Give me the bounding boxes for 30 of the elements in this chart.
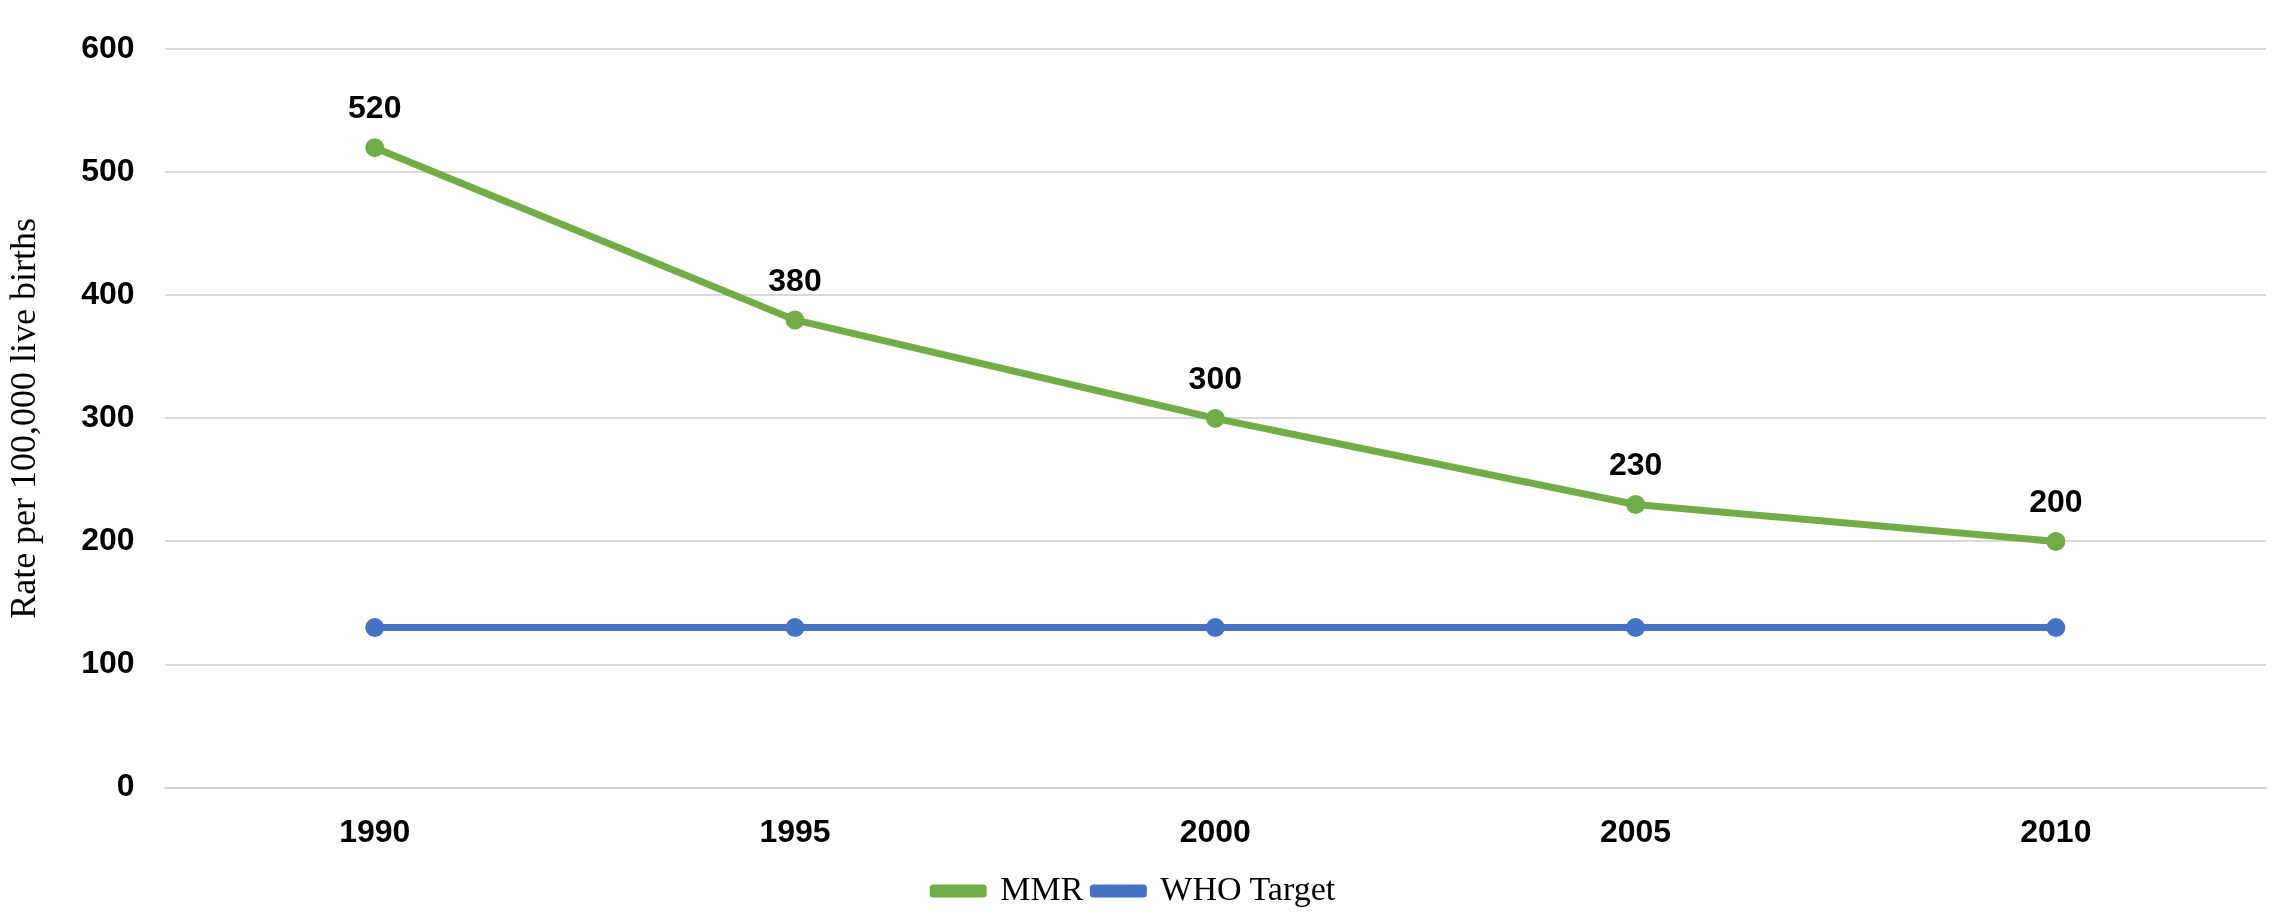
y-tick-label: 500 [81, 152, 135, 189]
data-label: 230 [1608, 446, 1663, 483]
y-tick-label: 200 [81, 521, 135, 558]
point [365, 138, 385, 158]
point [1626, 495, 1646, 515]
x-tick-label: 1995 [759, 812, 831, 849]
data-label: 520 [348, 89, 402, 126]
x-tick-label: 2000 [1179, 812, 1251, 849]
x-tick-label: 2005 [1599, 812, 1672, 849]
point [785, 618, 805, 638]
point [2046, 531, 2066, 551]
legend-label: WHO Target [1160, 869, 1336, 907]
data-label: 200 [2029, 483, 2083, 520]
x-tick-label: 1990 [339, 812, 411, 849]
x-tick-label: 2010 [2020, 812, 2092, 849]
data-label: 300 [1188, 360, 1242, 397]
y-tick-label: 400 [81, 275, 135, 312]
y-tick-label: 100 [81, 644, 135, 681]
y-axis-title: Rate per 100,000 live births [3, 217, 44, 619]
y-tick-label: 300 [81, 398, 135, 435]
point [1205, 408, 1225, 428]
y-tick-label: 0 [116, 767, 135, 804]
legend-label: MMR [1000, 869, 1084, 907]
point [365, 618, 385, 638]
y-tick-label: 600 [81, 29, 135, 66]
point [785, 310, 805, 330]
point [2046, 618, 2066, 638]
data-label: 380 [768, 261, 822, 298]
point [1205, 618, 1225, 638]
point [1626, 618, 1646, 638]
